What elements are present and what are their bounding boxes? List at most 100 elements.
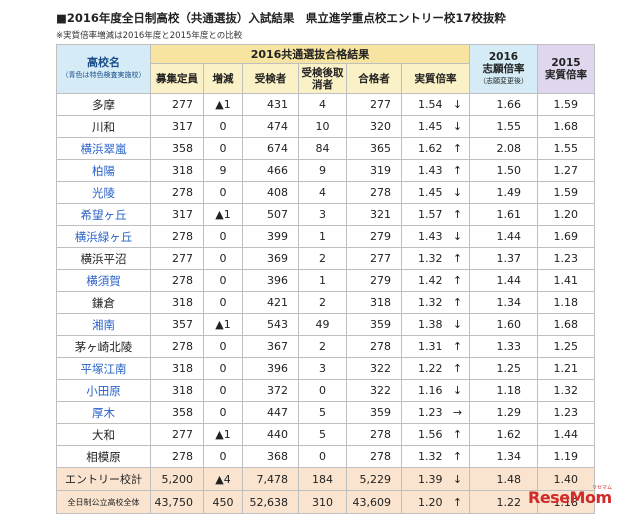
trend-arrow-icon: ↓ [452, 98, 463, 111]
ratio-2015-cell: 1.68 [537, 313, 595, 336]
change-cell: 0 [203, 335, 243, 358]
col-applicants-header: 受検者 [242, 63, 299, 94]
ratio-value: 1.43 [418, 230, 443, 243]
table-row: 川和 317 0 474 10 320 1.45 ↓ 1.55 1.68 [56, 115, 595, 138]
withdraw-cell: 1 [298, 225, 347, 248]
trend-arrow-icon: ↑ [452, 274, 463, 287]
ratio-2016-cell: 1.55 [469, 115, 538, 138]
ratio-2016-cell: 1.62 [469, 423, 538, 446]
trend-arrow-icon: ↑ [452, 296, 463, 309]
group-header: 2016共通選抜合格結果 [150, 44, 470, 64]
ratio-value: 1.43 [418, 164, 443, 177]
table-row: 平塚江南 318 0 396 3 322 1.22 ↑ 1.25 1.21 [56, 357, 595, 380]
applicants-cell: 431 [242, 93, 299, 116]
ratio-2016-cell: 1.33 [469, 335, 538, 358]
withdraw-cell: 49 [298, 313, 347, 336]
change-cell: 0 [203, 445, 243, 468]
school-name: 大和 [56, 423, 151, 446]
ratio-2015-cell: 1.25 [537, 335, 595, 358]
ratio-value: 1.45 [418, 186, 443, 199]
applicants-cell: 440 [242, 423, 299, 446]
passed-cell: 277 [346, 93, 402, 116]
ratio-2015-cell: 1.20 [537, 203, 595, 226]
results-table: 高校名 （青色は特色検査実施校） 2016共通選抜合格結果 2016 志願倍率 … [56, 44, 595, 514]
table-note: ※実質倍率増減は2016年度と2015年度との比較 [56, 31, 243, 41]
table-row: 大和 277 ▲1 440 5 278 1.56 ↑ 1.62 1.44 [56, 423, 595, 446]
passed-cell: 278 [346, 335, 402, 358]
applicants-cell: 447 [242, 401, 299, 424]
ratio-cell: 1.32 ↑ [401, 445, 470, 468]
ratio-2015-cell: 1.41 [537, 269, 595, 292]
applicants-cell: 474 [242, 115, 299, 138]
ratio-2016-cell: 1.44 [469, 225, 538, 248]
ratio-2015-cell: 1.19 [537, 445, 595, 468]
ratio-cell: 1.54 ↓ [401, 93, 470, 116]
ratio-2016-cell: 1.49 [469, 181, 538, 204]
ratio-value: 1.32 [418, 450, 443, 463]
total-row: エントリー校計 5,200 ▲4 7,478 184 5,229 1.39 ↓ 1.48 1.40 [56, 467, 595, 491]
capacity-cell: 5,200 [150, 467, 204, 491]
applicants-cell: 369 [242, 247, 299, 270]
change-cell: ▲1 [203, 423, 243, 446]
ratio-cell: 1.22 ↑ [401, 357, 470, 380]
ratio-cell: 1.20 ↑ [401, 490, 470, 514]
trend-arrow-icon: ↓ [452, 318, 463, 331]
ratio-2015-cell: 1.27 [537, 159, 595, 182]
capacity-cell: 358 [150, 401, 204, 424]
ratio-cell: 1.57 ↑ [401, 203, 470, 226]
ratio-2015-cell: 1.69 [537, 225, 595, 248]
passed-cell: 322 [346, 357, 402, 380]
school-name: 横須賀 [56, 269, 151, 292]
ratio-2016-cell: 1.34 [469, 291, 538, 314]
trend-arrow-icon: ↑ [452, 340, 463, 353]
ratio-2016-cell: 1.25 [469, 357, 538, 380]
change-cell: ▲4 [203, 467, 243, 491]
withdraw-cell: 0 [298, 445, 347, 468]
ratio-value: 1.42 [418, 274, 443, 287]
ratio-2016-cell: 1.29 [469, 401, 538, 424]
withdraw-cell: 3 [298, 357, 347, 380]
capacity-cell: 277 [150, 93, 204, 116]
capacity-cell: 278 [150, 225, 204, 248]
ratio-2016-cell: 1.37 [469, 247, 538, 270]
passed-cell: 279 [346, 225, 402, 248]
applicants-cell: 466 [242, 159, 299, 182]
table-row: 厚木 358 0 447 5 359 1.23 → 1.29 1.23 [56, 401, 595, 424]
capacity-cell: 278 [150, 181, 204, 204]
ratio-2016-cell: 1.18 [469, 379, 538, 402]
capacity-cell: 358 [150, 137, 204, 160]
school-name: 川和 [56, 115, 151, 138]
ratio-cell: 1.32 ↑ [401, 247, 470, 270]
change-cell: 0 [203, 269, 243, 292]
applicants-cell: 674 [242, 137, 299, 160]
change-cell: ▲1 [203, 203, 243, 226]
change-cell: 0 [203, 379, 243, 402]
col-2016-label: 志願倍率 [482, 63, 525, 75]
ratio-value: 1.56 [418, 428, 443, 441]
resemom-logo-sublabel: リセマム [592, 485, 613, 491]
passed-cell: 321 [346, 203, 402, 226]
col-2016-sublabel: （志願変更後） [479, 77, 528, 85]
applicants-cell: 399 [242, 225, 299, 248]
trend-arrow-icon: → [452, 406, 463, 419]
table-row: 小田原 318 0 372 0 322 1.16 ↓ 1.18 1.32 [56, 379, 595, 402]
withdraw-cell: 5 [298, 401, 347, 424]
ratio-2016-cell: 1.60 [469, 313, 538, 336]
ratio-2015-cell: 1.18 [537, 490, 595, 514]
passed-cell: 319 [346, 159, 402, 182]
table-title: ■2016年度全日制高校（共通選抜）入試結果 県立進学重点校エントリー校17校抜… [56, 11, 506, 25]
capacity-cell: 318 [150, 291, 204, 314]
change-cell: 9 [203, 159, 243, 182]
ratio-cell: 1.43 ↑ [401, 159, 470, 182]
change-cell: 0 [203, 181, 243, 204]
passed-cell: 278 [346, 181, 402, 204]
ratio-2016-cell: 1.61 [469, 203, 538, 226]
change-cell: ▲1 [203, 313, 243, 336]
passed-cell: 278 [346, 445, 402, 468]
col-2015-header: 2015 実質倍率 [537, 44, 595, 94]
applicants-cell: 367 [242, 335, 299, 358]
capacity-cell: 278 [150, 269, 204, 292]
applicants-cell: 368 [242, 445, 299, 468]
school-name: 相模原 [56, 445, 151, 468]
all-row: 全日制公立高校全体 43,750 450 52,638 310 43,609 1.20 ↑ 1.… [56, 490, 595, 514]
